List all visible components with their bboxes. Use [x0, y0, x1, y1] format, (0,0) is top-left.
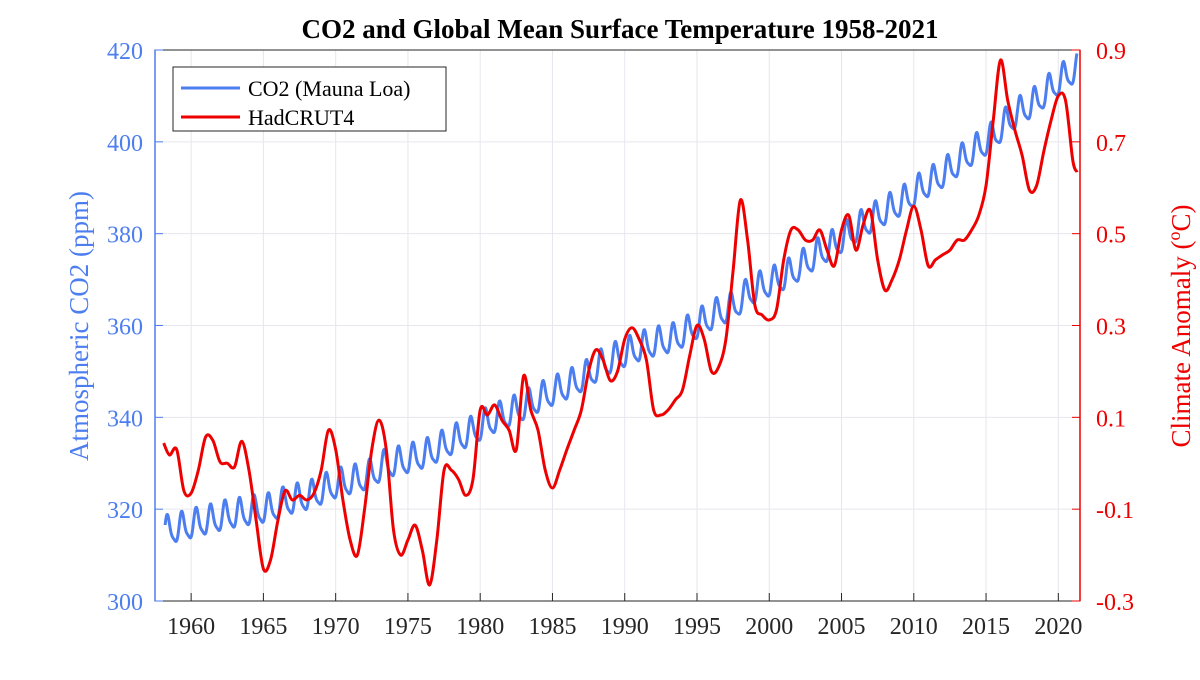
x-tick-label: 2020 — [1034, 614, 1082, 640]
y-right-tick-label: 0.9 — [1096, 39, 1126, 65]
x-tick-label: 1995 — [673, 614, 721, 640]
y-right-tick-label: 0.5 — [1096, 223, 1126, 249]
legend-label-hadcrut: HadCRUT4 — [248, 105, 354, 130]
y-right-label-suffix: C) — [1166, 205, 1196, 232]
y-right-label-prefix: Climate Anomaly ( — [1166, 241, 1196, 448]
y-left-tick-label: 380 — [107, 223, 143, 249]
legend-label-co2: CO2 (Mauna Loa) — [248, 76, 411, 101]
y-right-label-superscript: o — [1164, 232, 1184, 241]
x-tick-label: 1980 — [456, 614, 504, 640]
x-tick-label: 1965 — [239, 614, 287, 640]
x-tick-label: 1990 — [601, 614, 649, 640]
x-tick-label: 1975 — [384, 614, 432, 640]
y-right-tick-label: -0.3 — [1096, 590, 1134, 616]
x-tick-label: 1960 — [167, 614, 215, 640]
y-right-tick-label: 0.3 — [1096, 315, 1126, 341]
y-axis-left-label: Atmospheric CO2 (ppm) — [64, 191, 94, 461]
x-tick-label: 1970 — [312, 614, 360, 640]
x-tick-label: 2015 — [962, 614, 1010, 640]
y-left-tick-label: 300 — [107, 590, 143, 616]
y-right-tick-label: -0.1 — [1096, 498, 1134, 524]
x-tick-label: 2000 — [745, 614, 793, 640]
chart-title: CO2 and Global Mean Surface Temperature … — [302, 14, 939, 44]
y-axis-right-label: Climate Anomaly (oC) — [1164, 205, 1196, 448]
y-left-tick-label: 340 — [107, 406, 143, 432]
legend: CO2 (Mauna Loa) HadCRUT4 — [173, 67, 446, 131]
x-tick-label: 2010 — [890, 614, 938, 640]
x-tick-label: 1985 — [528, 614, 576, 640]
y-left-tick-label: 400 — [107, 131, 143, 157]
y-right-tick-label: 0.7 — [1096, 131, 1126, 157]
x-tick-label: 2005 — [818, 614, 866, 640]
y-left-tick-label: 320 — [107, 498, 143, 524]
y-left-tick-label: 360 — [107, 315, 143, 341]
y-left-tick-label: 420 — [107, 39, 143, 65]
y-right-tick-label: 0.1 — [1096, 406, 1126, 432]
